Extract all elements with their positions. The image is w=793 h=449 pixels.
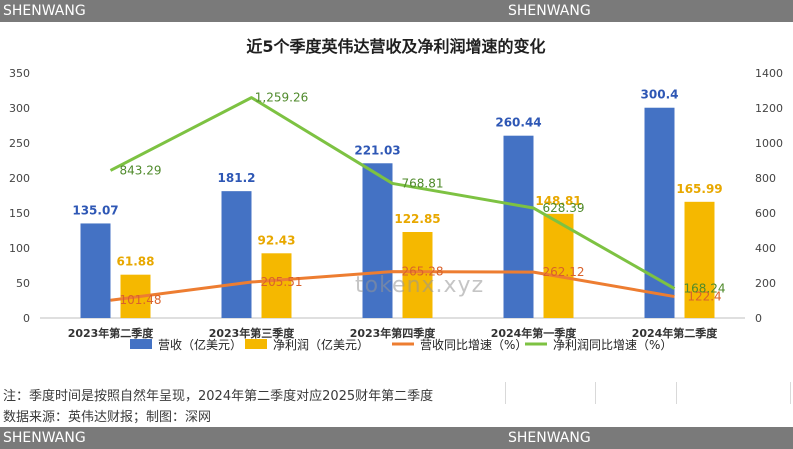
bar-data-label: 148.81 xyxy=(535,194,581,208)
bar xyxy=(543,213,574,318)
bar xyxy=(503,135,534,318)
y-right-tick-label: 1000 xyxy=(755,137,783,150)
y-right-tick-label: 1200 xyxy=(755,102,783,115)
y-right-tick-label: 1400 xyxy=(755,67,783,80)
brand-left: SHENWANG xyxy=(3,430,86,446)
chart-title: 近5个季度英伟达营收及净利润增速的变化 xyxy=(246,37,545,56)
y-left-tick-label: 200 xyxy=(9,172,30,185)
bar-data-label: 260.44 xyxy=(495,116,541,130)
line-data-label: 768.81 xyxy=(402,176,444,190)
line-data-label: 101.48 xyxy=(120,293,162,307)
y-left-tick-label: 350 xyxy=(9,67,30,80)
x-category-label: 2023年第三季度 xyxy=(209,326,296,340)
line-data-label: 628.39 xyxy=(543,201,585,215)
line-data-label: 262.12 xyxy=(543,265,585,279)
bar-data-label: 165.99 xyxy=(676,182,722,196)
brand-right: SHENWANG xyxy=(508,3,591,19)
bar xyxy=(261,253,292,318)
series-line xyxy=(109,96,676,290)
legend-label: 营收同比增速（%） xyxy=(420,338,527,352)
bar-data-label: 135.07 xyxy=(72,203,118,217)
chart-notes: 注：季度时间是按照自然年呈现，2024年第二季度对应2025财年第二季度 数据来… xyxy=(0,382,793,427)
y-left-tick-label: 250 xyxy=(9,137,30,150)
chart-svg: 近5个季度英伟达营收及净利润增速的变化 0 50 100 150 200 250 300 350… xyxy=(9,37,783,352)
brand-left: SHENWANG xyxy=(3,3,86,19)
y-left-tick-label: 0 xyxy=(23,312,30,325)
x-category-label: 2023年第二季度 xyxy=(68,326,155,340)
bottom-brand-band: SHENWANG SHENWANG xyxy=(0,427,793,449)
bar-data-label: 122.85 xyxy=(394,212,440,226)
bar xyxy=(684,201,715,318)
legend-label: 营收（亿美元） xyxy=(158,337,242,352)
note-source: 数据来源：英伟达财报；制图：深网 xyxy=(3,410,212,425)
y-right-tick-label: 800 xyxy=(755,172,776,185)
line-data-label: 205.51 xyxy=(261,275,303,289)
note-grid-line xyxy=(505,382,506,404)
bar-data-label: 300.4 xyxy=(641,88,679,102)
y-right-tick-label: 0 xyxy=(755,312,762,325)
bar xyxy=(402,232,433,318)
bar-data-label: 61.88 xyxy=(117,255,155,269)
legend-swatch xyxy=(130,339,152,349)
line-data-label: 843.29 xyxy=(120,163,162,177)
y-right-tick-label: 400 xyxy=(755,242,776,255)
line-data-label: 1,259.26 xyxy=(255,91,308,105)
note-grid-line xyxy=(790,382,791,404)
top-brand-band: SHENWANG SHENWANG xyxy=(0,0,793,22)
y-left-tick-label: 300 xyxy=(9,102,30,115)
legend-label: 净利润（亿美元） xyxy=(273,337,369,352)
x-category-label: 2023年第四季度 xyxy=(350,326,437,340)
bar xyxy=(362,163,393,318)
x-category-label: 2024年第一季度 xyxy=(491,326,578,340)
bar-data-label: 181.2 xyxy=(218,171,256,185)
y-right-tick-label: 600 xyxy=(755,207,776,220)
note-season: 注：季度时间是按照自然年呈现，2024年第二季度对应2025财年第二季度 xyxy=(3,389,434,404)
line-data-label: 265.28 xyxy=(402,265,444,279)
brand-right: SHENWANG xyxy=(508,430,591,446)
chart-area: 近5个季度英伟达营收及净利润增速的变化 0 50 100 150 200 250 300 350… xyxy=(0,22,793,382)
bar xyxy=(644,107,675,318)
legend-swatch xyxy=(245,339,267,349)
note-grid-line xyxy=(595,382,596,404)
y-right-tick-label: 200 xyxy=(755,277,776,290)
bar xyxy=(221,191,252,318)
watermark: tokenx.xyz xyxy=(355,273,485,298)
x-category-label: 2024年第二季度 xyxy=(632,326,719,340)
line-data-label: 122.4 xyxy=(687,290,721,304)
y-left-tick-label: 150 xyxy=(9,207,30,220)
series-line xyxy=(110,270,675,302)
bar-data-label: 221.03 xyxy=(354,143,400,157)
note-grid-line xyxy=(676,382,677,404)
line-data-label: 168.24 xyxy=(684,282,726,296)
legend-label: 净利润同比增速（%） xyxy=(553,338,672,352)
bar-data-label: 92.43 xyxy=(258,233,296,247)
y-left-tick-label: 50 xyxy=(16,277,30,290)
bar xyxy=(80,223,111,318)
y-left-tick-label: 100 xyxy=(9,242,30,255)
